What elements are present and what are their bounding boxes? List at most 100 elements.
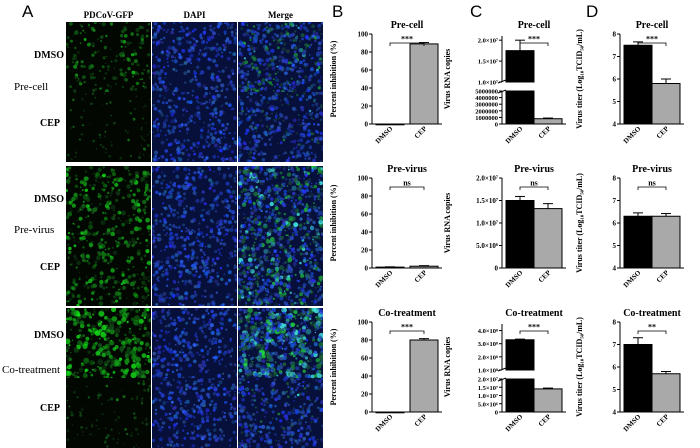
micrograph-dapi-pre-cell-cep [152, 92, 237, 162]
y-tick-label: 4 [613, 265, 617, 273]
y-tick-label: 7 [613, 341, 617, 349]
y-tick-label: 40 [361, 229, 369, 237]
y-tick-label: 2.0×10⁸ [478, 354, 498, 361]
y-tick-label: 2.0×10⁷ [476, 175, 498, 183]
y-tick-label: 5000000 [475, 89, 498, 96]
micrograph-dapi-pre-virus-cep [152, 236, 237, 306]
x-tick-label-dmso: DMSO [504, 124, 525, 144]
bar-cep [652, 374, 680, 412]
x-tick-label-dmso: DMSO [374, 412, 395, 432]
y-tick-label: 20 [361, 391, 369, 399]
y-tick-label: 5 [613, 98, 617, 106]
x-tick-label-cep: CEP [537, 412, 553, 428]
bar-cep [534, 209, 562, 268]
y-axis-label: Virus titer (Log₁₀TCID₅₀/mL) [575, 317, 584, 417]
y-tick-label: 1.0×10⁸ [478, 368, 498, 375]
chart-title: Co-treatment [623, 308, 681, 319]
y-tick-label: 1.0×10⁷ [478, 393, 498, 400]
y-tick-label: 6 [613, 364, 617, 372]
chart-title: Pre-cell [636, 20, 669, 31]
y-tick-label: 0 [495, 265, 499, 273]
significance-label: *** [528, 323, 540, 332]
micrograph-merge-pre-cell-dmso [238, 22, 323, 92]
y-tick-label: 4 [613, 121, 617, 129]
x-tick-label-cep: CEP [655, 268, 671, 284]
y-tick-label: 2.0×10⁷ [478, 377, 498, 384]
significance-label: ns [648, 179, 656, 188]
chart-title: Co-treatment [378, 308, 436, 319]
significance-label: ns [530, 179, 538, 188]
y-tick-label: 3.0×10⁸ [478, 341, 498, 348]
significance-label: *** [646, 35, 658, 44]
y-tick-label: 1000000 [475, 115, 498, 122]
y-axis-label: Virus titer (Log₁₀TCID₅₀/mL) [575, 29, 584, 129]
micrograph-gfp-pre-virus-dmso [66, 166, 151, 236]
y-tick-label: 4.0×10⁸ [478, 328, 498, 335]
significance-label: ns [403, 179, 411, 188]
y-tick-label: 100 [358, 31, 369, 39]
row-label-previrus-cep: CEP [40, 262, 60, 273]
y-tick-label: 80 [361, 337, 369, 345]
bar-dmso [624, 345, 652, 413]
y-tick-label: 1.5×10⁷ [476, 197, 498, 205]
y-tick-label: 1.5×10⁷ [478, 385, 498, 392]
y-axis-label: Virus RNA copies [443, 337, 452, 398]
bar-cep [410, 44, 438, 124]
bar-dmso [506, 340, 534, 370]
x-tick-label-dmso: DMSO [504, 268, 525, 288]
y-tick-label: 40 [361, 373, 369, 381]
chart-d-cotreatment: Co-treatment Virus titer (Log₁₀TCID₅₀/mL)… [574, 304, 698, 432]
micrograph-gfp-co-treatment-cep [66, 378, 151, 448]
y-tick-label: 0 [495, 122, 498, 129]
y-tick-label: 0 [365, 121, 369, 129]
bar-cep [534, 389, 562, 412]
chart-title: Co-treatment [505, 308, 563, 319]
x-tick-label-dmso: DMSO [374, 268, 395, 288]
micrograph-gfp-pre-cell-cep [66, 92, 151, 162]
y-axis-label: Percent inhibition (%) [329, 328, 338, 405]
group-label-cotreatment: Co-treatment [2, 364, 60, 376]
y-tick-label: 100 [358, 175, 369, 183]
micrograph-merge-co-treatment-cep [238, 378, 323, 448]
bar-cep [410, 340, 438, 412]
y-tick-label: 8 [613, 175, 617, 183]
x-tick-label-dmso: DMSO [622, 412, 643, 432]
group-label-previrus: Pre-virus [14, 224, 54, 236]
significance-label: *** [401, 35, 413, 44]
y-tick-label: 1.0×10⁷ [478, 80, 498, 87]
micrograph-dapi-pre-cell-dmso [152, 22, 237, 92]
bar-dmso [506, 51, 534, 82]
y-tick-label: 1.0×10⁷ [476, 220, 498, 228]
micrograph-gfp-pre-virus-cep [66, 236, 151, 306]
chart-title: Pre-virus [632, 164, 672, 175]
bar-dmso-lower [506, 379, 534, 412]
y-tick-label: 0 [365, 265, 369, 273]
x-tick-label-dmso: DMSO [504, 412, 525, 432]
column-header-dapi: DAPI [152, 10, 237, 20]
y-tick-label: 8 [613, 319, 617, 327]
column-header-gfp: PDCoV-GFP [66, 10, 151, 20]
x-tick-label-dmso: DMSO [622, 124, 643, 144]
column-header-merge: Merge [238, 10, 323, 20]
x-tick-label-cep: CEP [655, 124, 671, 140]
y-tick-label: 5 [613, 242, 617, 250]
y-tick-label: 20 [361, 103, 369, 111]
y-tick-label: 7 [613, 53, 617, 61]
micrograph-merge-pre-virus-dmso [238, 166, 323, 236]
x-tick-label-cep: CEP [413, 124, 429, 140]
micrograph-dapi-co-treatment-cep [152, 378, 237, 448]
bar-dmso [624, 45, 652, 124]
chart-title: Pre-virus [514, 164, 554, 175]
bar-dmso-lower [506, 91, 534, 124]
micrograph-merge-pre-virus-cep [238, 236, 323, 306]
x-tick-label-dmso: DMSO [622, 268, 643, 288]
x-tick-label-cep: CEP [413, 412, 429, 428]
row-label-previrus-dmso: DMSO [34, 194, 64, 205]
bar-cep [652, 84, 680, 125]
y-tick-label: 40 [361, 85, 369, 93]
